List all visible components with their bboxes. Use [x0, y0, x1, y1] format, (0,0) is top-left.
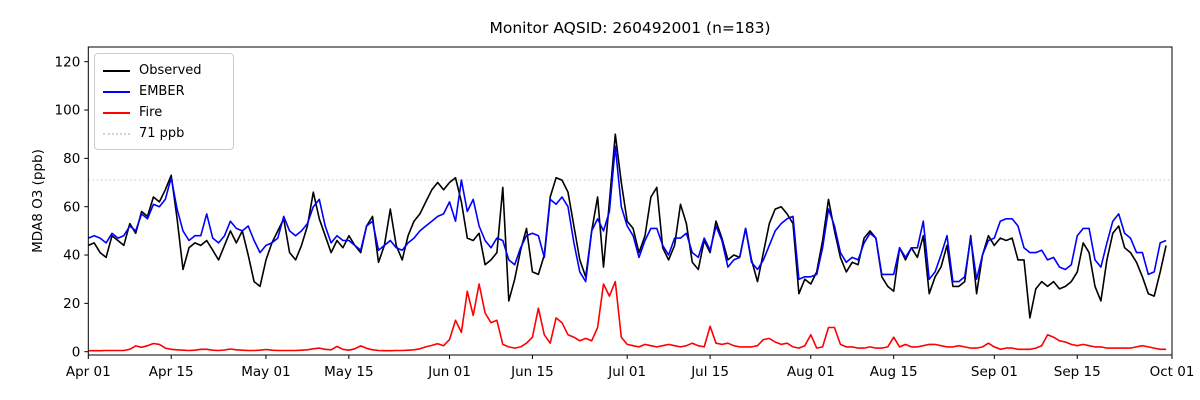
legend-item-ref-71ppb: 71 ppb — [103, 123, 225, 144]
plot-frame — [87, 46, 1173, 356]
fire-line-swatch — [103, 111, 130, 114]
legend-label-ember: EMBER — [139, 84, 185, 99]
ember-line-swatch — [103, 90, 130, 93]
y-tick-label: 20 — [63, 296, 80, 312]
legend-item-fire: Fire — [103, 102, 225, 123]
chart-title: Monitor AQSID: 260492001 (n=183) — [489, 19, 771, 37]
y-tick-label: 40 — [63, 248, 80, 264]
observed-line-swatch — [103, 69, 130, 72]
x-tick-label: Aug 15 — [870, 364, 918, 380]
series-line-fire — [88, 280, 1167, 352]
legend-item-observed: Observed — [103, 60, 225, 81]
y-tick-label: 120 — [55, 54, 81, 70]
x-tick-label: Aug 01 — [787, 364, 835, 380]
x-tick-label: Jul 01 — [607, 364, 646, 380]
x-tick-label: Jun 01 — [427, 364, 471, 380]
x-tick-label: May 15 — [324, 364, 373, 380]
y-tick-label: 100 — [55, 103, 81, 119]
x-tick-label: May 01 — [241, 364, 290, 380]
legend-label-fire: Fire — [139, 105, 163, 120]
x-tick-label: Oct 01 — [1150, 364, 1195, 380]
y-tick-label: 0 — [72, 344, 81, 360]
x-tick-label: Apr 01 — [66, 364, 111, 380]
series-line-ember — [87, 145, 1167, 283]
ref-line-swatch — [103, 132, 130, 135]
y-tick-label: 80 — [63, 151, 80, 167]
x-tick-label: Sep 01 — [971, 364, 1018, 380]
x-tick-label: Sep 15 — [1054, 364, 1101, 380]
x-tick-label: Apr 15 — [149, 364, 194, 380]
x-tick-label: Jun 15 — [510, 364, 554, 380]
legend-item-ember: EMBER — [103, 81, 225, 102]
legend-label-ref-71ppb: 71 ppb — [139, 126, 185, 141]
y-tick-label: 60 — [63, 199, 80, 215]
x-tick-label: Jul 15 — [690, 364, 729, 380]
series-line-observed — [87, 133, 1167, 319]
legend-label-observed: Observed — [139, 63, 202, 78]
legend: Observed EMBER Fire 71 ppb — [94, 53, 234, 150]
